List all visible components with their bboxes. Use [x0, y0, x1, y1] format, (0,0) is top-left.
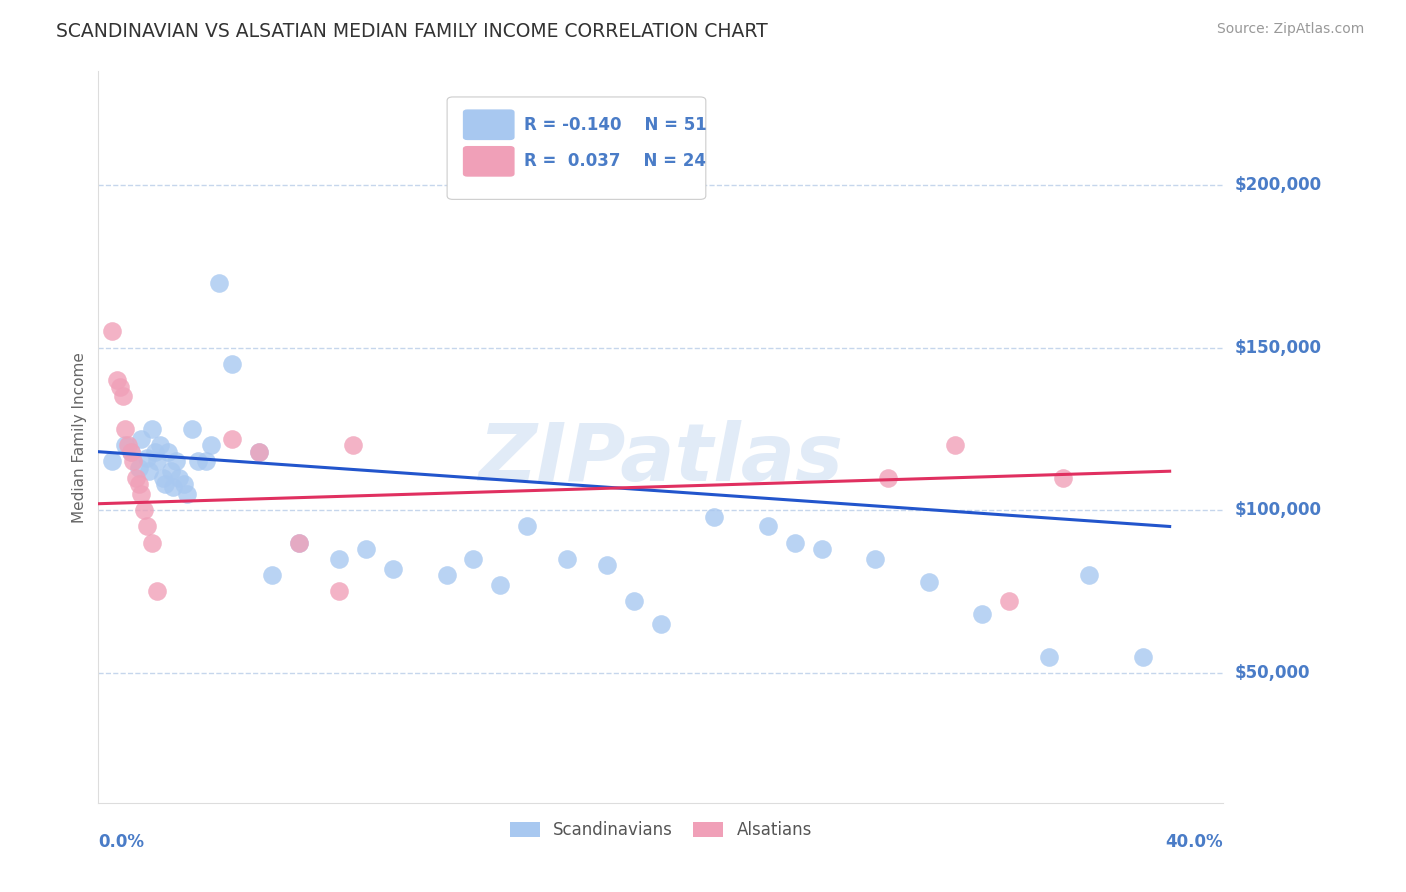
FancyBboxPatch shape: [463, 110, 515, 140]
Point: [596, 558, 619, 573]
Y-axis label: Median Family Income: Median Family Income: [72, 351, 87, 523]
Point: [157, 444, 180, 458]
Point: [108, 380, 131, 394]
Point: [111, 389, 134, 403]
Point: [159, 464, 181, 478]
FancyBboxPatch shape: [447, 97, 706, 200]
Point: [173, 477, 195, 491]
Point: [328, 552, 350, 566]
Point: [155, 477, 177, 491]
Point: [143, 444, 166, 458]
Text: $50,000: $50,000: [1234, 664, 1310, 681]
Point: [382, 562, 405, 576]
Point: [288, 535, 311, 549]
Point: [623, 594, 645, 608]
Point: [783, 535, 806, 549]
Point: [489, 578, 512, 592]
Point: [181, 422, 204, 436]
Point: [165, 454, 187, 468]
Text: ZIPatlas: ZIPatlas: [478, 420, 844, 498]
Point: [128, 477, 150, 491]
Point: [128, 461, 150, 475]
Point: [101, 325, 124, 339]
Text: SCANDINAVIAN VS ALSATIAN MEDIAN FAMILY INCOME CORRELATION CHART: SCANDINAVIAN VS ALSATIAN MEDIAN FAMILY I…: [56, 22, 768, 41]
Point: [328, 584, 350, 599]
Point: [138, 464, 160, 478]
Point: [162, 480, 184, 494]
Point: [247, 444, 270, 458]
Point: [146, 454, 169, 468]
Point: [114, 438, 136, 452]
Point: [247, 444, 270, 458]
Point: [502, 171, 524, 186]
Point: [221, 357, 243, 371]
Point: [1052, 471, 1074, 485]
Text: R =  0.037    N = 24: R = 0.037 N = 24: [523, 153, 706, 170]
Point: [917, 574, 939, 589]
Point: [516, 519, 538, 533]
Point: [105, 373, 128, 387]
Point: [146, 584, 169, 599]
Point: [120, 444, 142, 458]
Point: [122, 454, 145, 468]
Point: [972, 607, 994, 622]
Text: $200,000: $200,000: [1234, 176, 1322, 194]
Point: [129, 432, 152, 446]
Legend: Scandinavians, Alsatians: Scandinavians, Alsatians: [503, 814, 818, 846]
Point: [1078, 568, 1101, 582]
Text: $100,000: $100,000: [1234, 501, 1322, 519]
Point: [176, 487, 198, 501]
Point: [135, 451, 157, 466]
Point: [262, 568, 284, 582]
Point: [945, 438, 967, 452]
Point: [998, 594, 1021, 608]
Point: [877, 471, 900, 485]
Text: R = -0.140    N = 51: R = -0.140 N = 51: [523, 116, 706, 134]
Text: $150,000: $150,000: [1234, 339, 1322, 357]
Point: [141, 535, 163, 549]
Point: [125, 471, 148, 485]
FancyBboxPatch shape: [463, 146, 515, 177]
Point: [1038, 649, 1060, 664]
Point: [200, 438, 222, 452]
Point: [141, 422, 163, 436]
Point: [555, 552, 578, 566]
Text: Source: ZipAtlas.com: Source: ZipAtlas.com: [1216, 22, 1364, 37]
Point: [101, 454, 124, 468]
Point: [135, 519, 157, 533]
Point: [650, 617, 672, 632]
Text: 0.0%: 0.0%: [98, 833, 145, 851]
Point: [114, 422, 136, 436]
Point: [194, 454, 217, 468]
Point: [288, 535, 311, 549]
Point: [756, 519, 779, 533]
Point: [132, 503, 155, 517]
Point: [120, 444, 142, 458]
Point: [186, 454, 208, 468]
Point: [354, 542, 377, 557]
Text: 40.0%: 40.0%: [1166, 833, 1223, 851]
Point: [149, 438, 172, 452]
Point: [1132, 649, 1154, 664]
Point: [221, 432, 243, 446]
Point: [463, 552, 485, 566]
Point: [436, 568, 458, 582]
Point: [117, 438, 139, 452]
Point: [342, 438, 364, 452]
Point: [167, 471, 190, 485]
Point: [129, 487, 152, 501]
Point: [703, 509, 725, 524]
Point: [152, 471, 174, 485]
Point: [810, 542, 832, 557]
Point: [863, 552, 886, 566]
Point: [208, 276, 231, 290]
